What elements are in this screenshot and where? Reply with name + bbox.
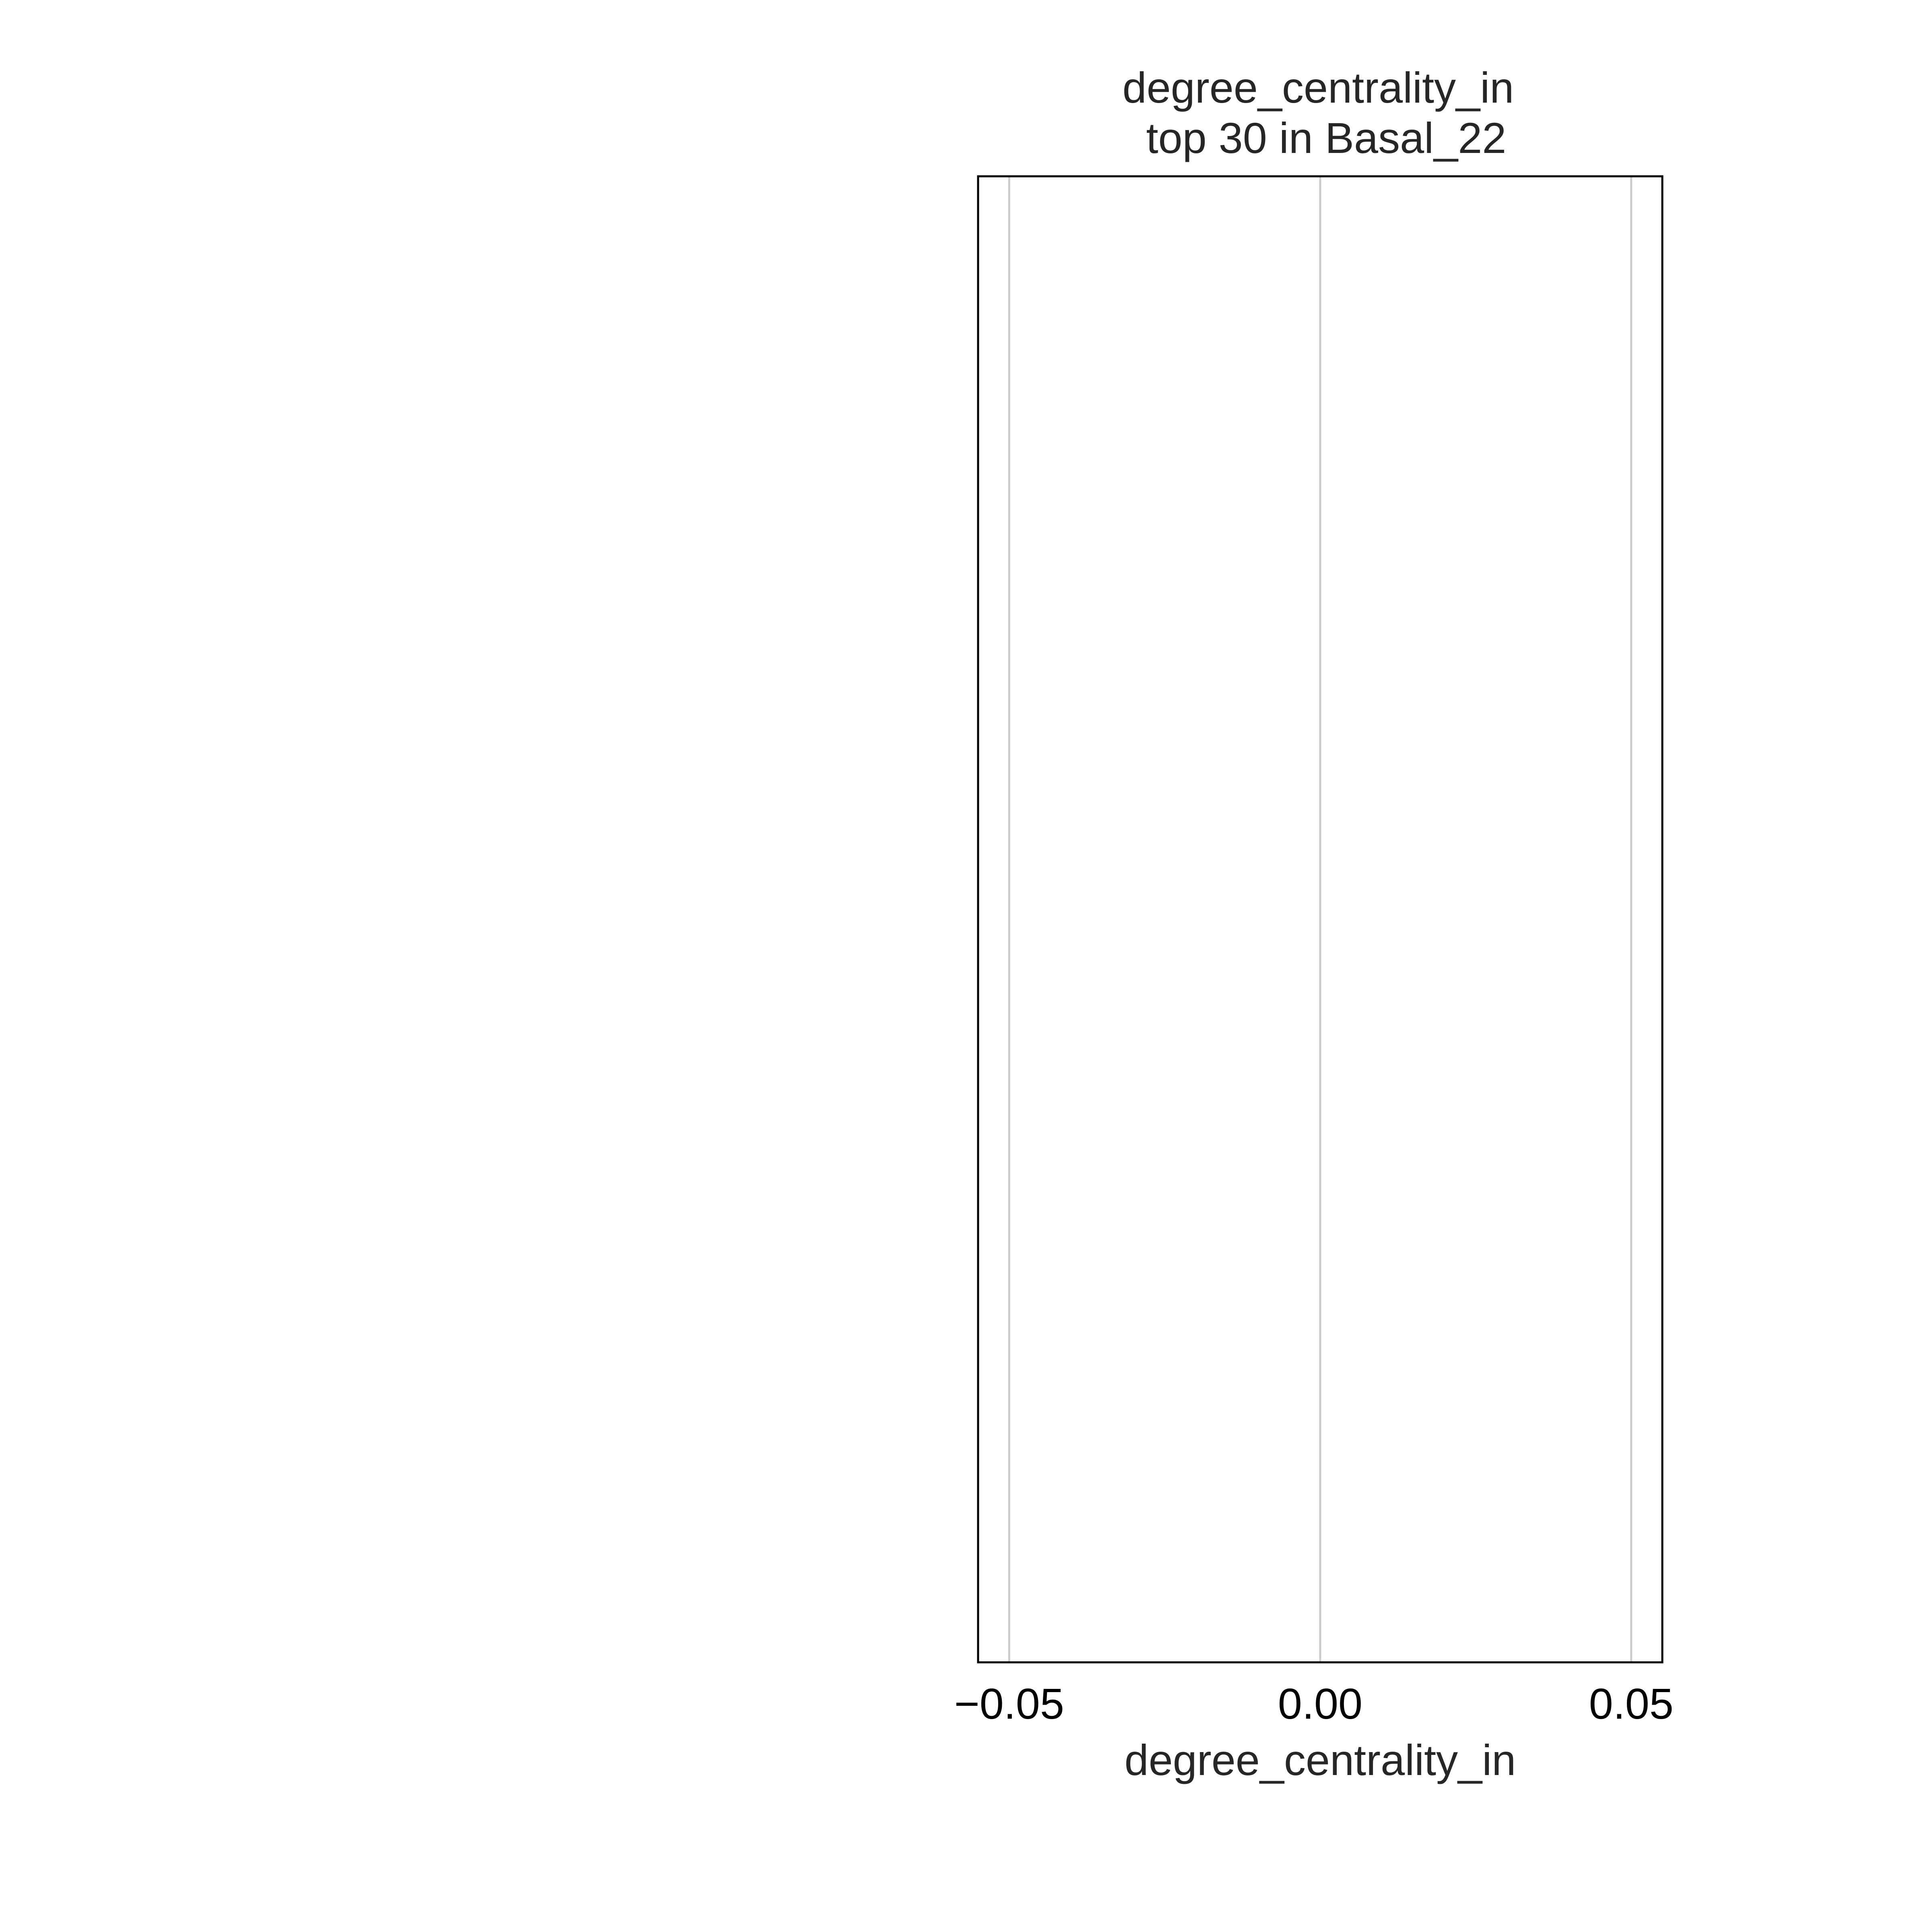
x-tick-label: 0.00 [1278,1679,1362,1728]
plot-area-frame [977,175,1664,1664]
x-tick-label: −0.05 [954,1679,1064,1728]
x-tick-label: 0.05 [1589,1679,1674,1728]
x-tick-labels: −0.05 0.00 0.05 [954,1679,1674,1728]
chart-title-line-2: top 30 in Basal_22 [1146,114,1507,162]
gridlines [1008,176,1633,1662]
x-axis-label: degree_centrality_in [1125,1736,1516,1784]
chart-title-line-1: degree_centrality_in [1123,63,1514,112]
